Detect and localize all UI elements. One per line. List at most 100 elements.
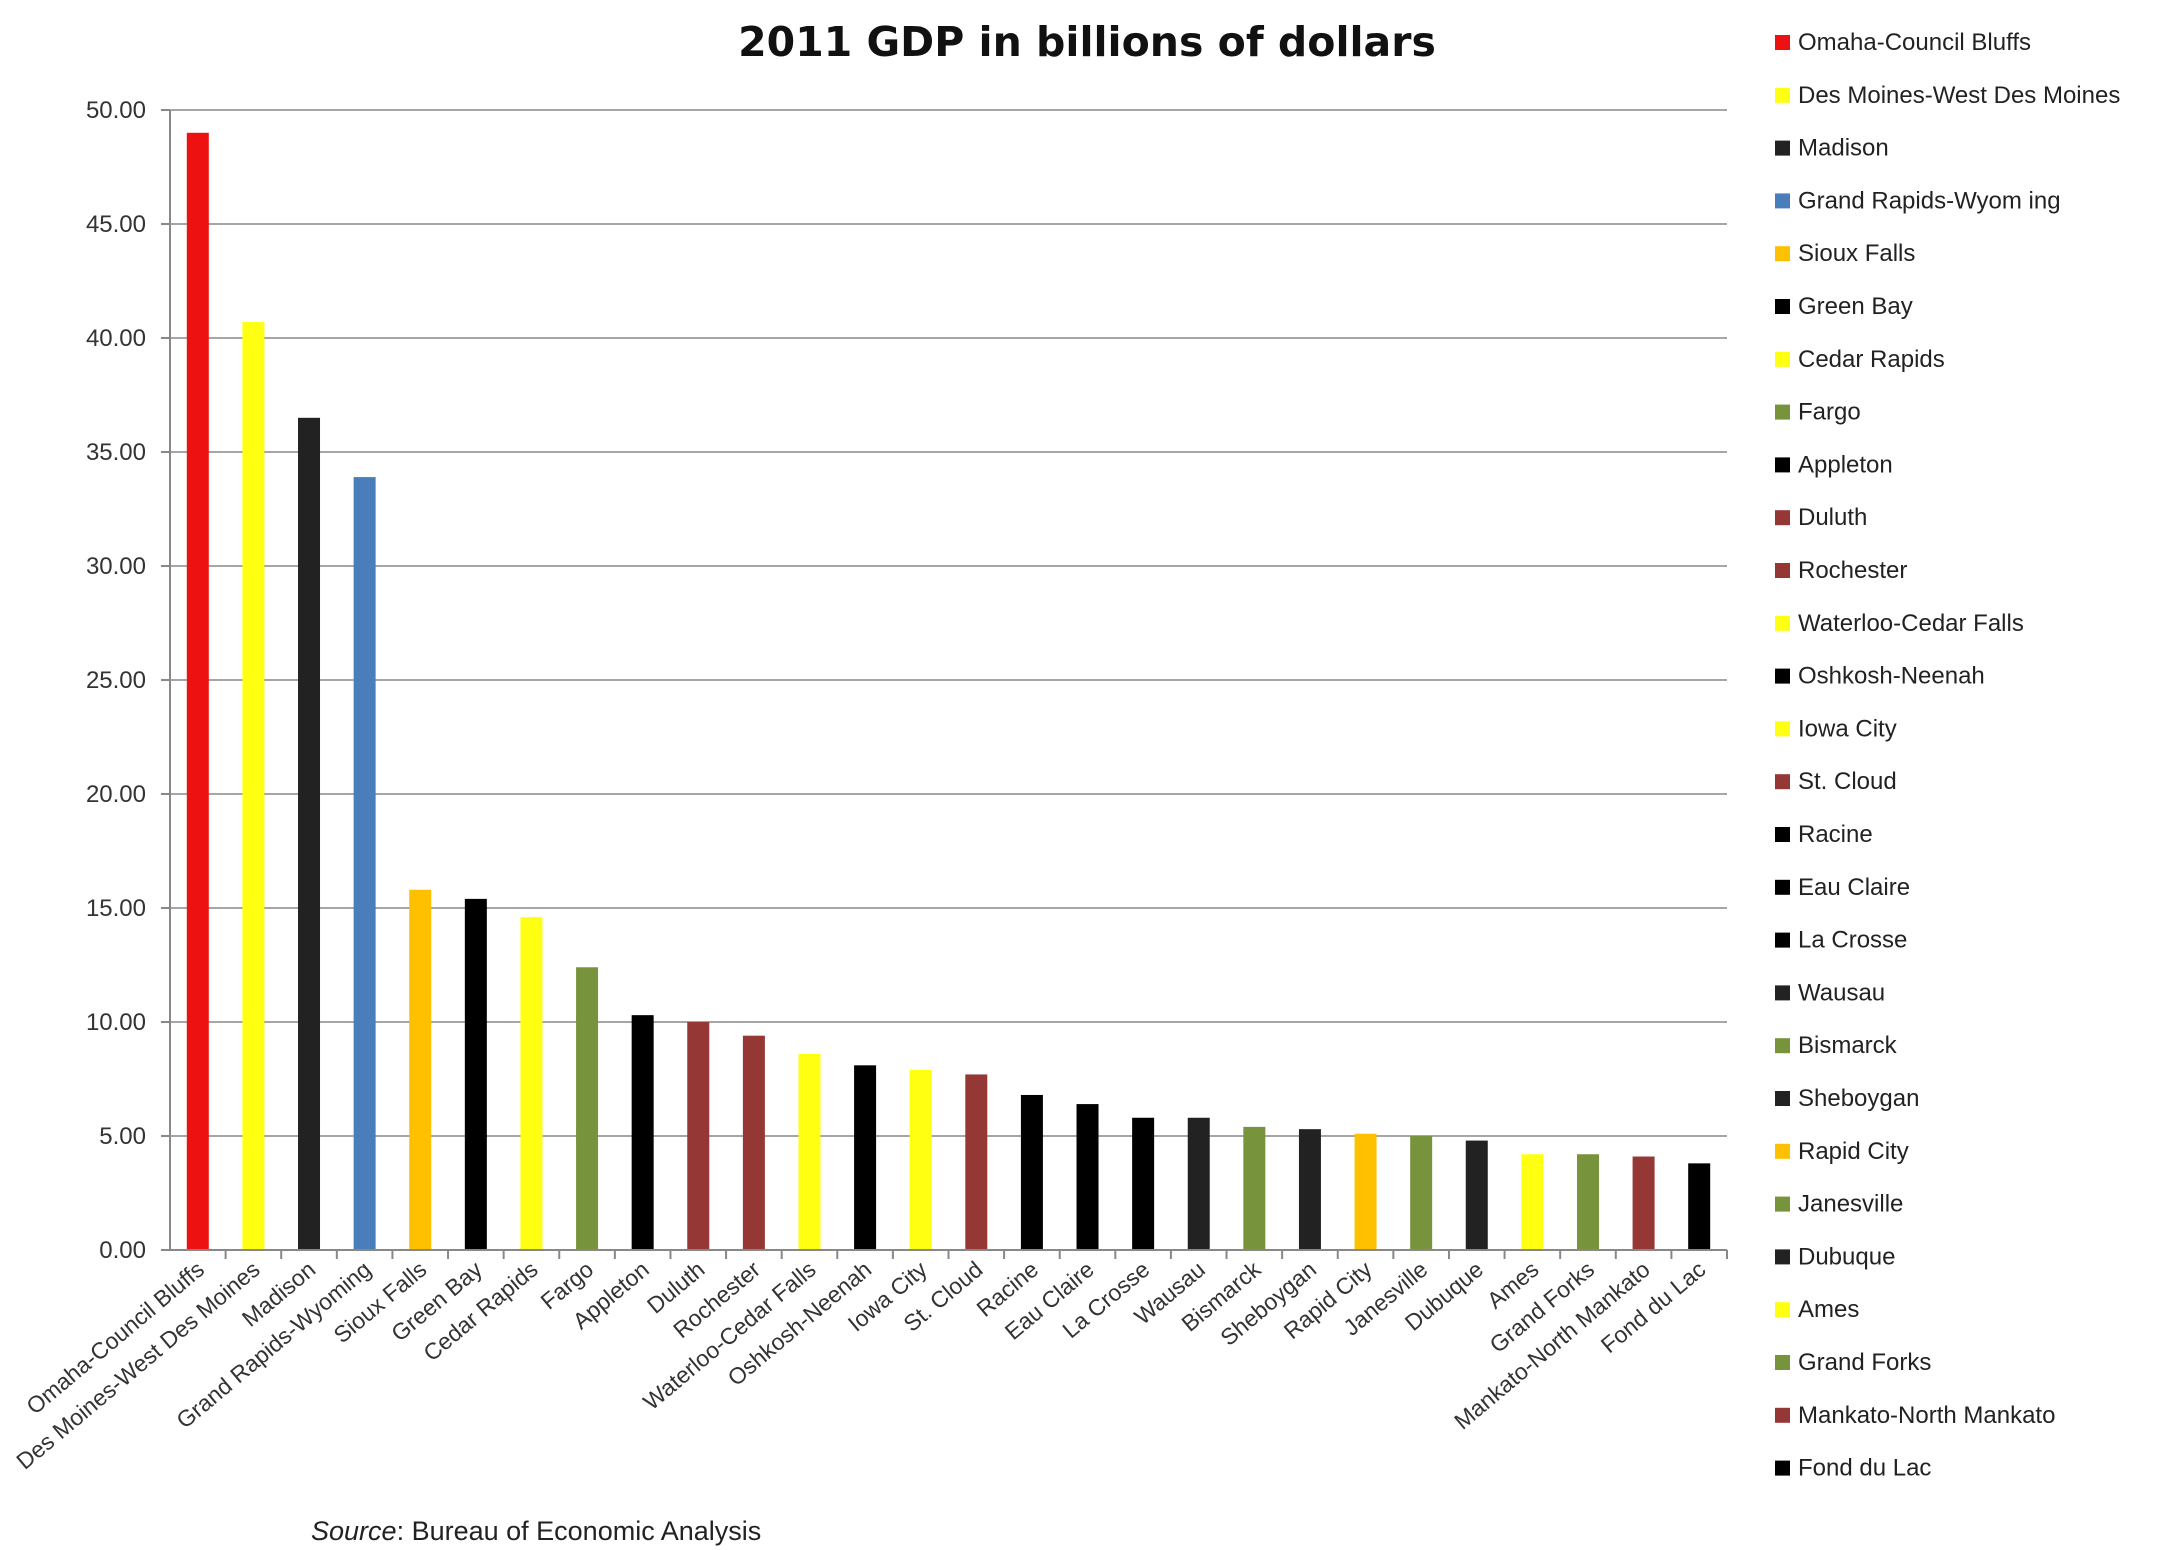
bar [464,898,487,1250]
chart-title: 2011 GDP in billions of dollars [738,18,1436,66]
legend: Omaha-Council Bluffs Des Moines-West Des … [1775,29,2120,1482]
legend-label: Janesville [1798,1191,1903,1218]
legend-swatch [1775,299,1790,314]
bar [1020,1094,1043,1250]
legend-label: St. Cloud [1798,768,1897,795]
legend-swatch [1775,1355,1790,1370]
bar [576,967,599,1250]
legend-label: Iowa City [1798,715,1897,742]
axes [169,110,1728,1259]
bar [687,1022,710,1250]
legend-swatch [1775,985,1790,1001]
legend-label: Madison [1798,135,1889,162]
y-tick-label: 15.00 [86,895,146,922]
legend-swatch [1775,615,1790,631]
bar [631,1015,654,1250]
bar [1688,1163,1711,1250]
y-tick-label: 20.00 [86,781,146,808]
x-tick-label: Des Moines-West Des Moines [11,1256,264,1474]
bar [1243,1126,1266,1250]
legend-label: Grand Rapids-Wyom ing [1798,187,2061,214]
legend-label: Rapid City [1798,1138,1909,1165]
legend-swatch [1775,721,1790,737]
legend-label: Grand Forks [1798,1349,1931,1376]
legend-label: Fond du Lac [1798,1455,1931,1482]
legend-label: Duluth [1798,504,1867,531]
legend-swatch [1775,351,1790,367]
legend-swatch [1775,1091,1790,1106]
bar [1521,1154,1544,1250]
legend-label: Oshkosh-Neenah [1798,663,1985,690]
source-prefix: Source [311,1516,397,1546]
bar [1632,1156,1655,1250]
bar [353,477,376,1251]
legend-label: Racine [1798,821,1873,848]
legend-swatch [1775,140,1790,156]
bar [854,1065,877,1250]
legend-label: Wausau [1798,979,1885,1006]
gridlines [170,109,1727,1137]
legend-swatch [1775,510,1790,526]
legend-label: Appleton [1798,451,1893,478]
source-note: Source: Bureau of Economic Analysis [311,1516,761,1547]
legend-label: Ames [1798,1296,1859,1323]
bar [1298,1129,1321,1250]
legend-swatch [1775,1302,1790,1318]
legend-swatch [1775,35,1790,50]
bar [1465,1140,1488,1250]
bar [1132,1117,1155,1250]
legend-label: Sheboygan [1798,1085,1919,1112]
legend-swatch [1775,246,1790,262]
legend-swatch [1775,1460,1790,1476]
legend-label: La Crosse [1798,927,1907,954]
bar [186,132,209,1250]
legend-label: Cedar Rapids [1798,346,1945,373]
bar [909,1069,932,1250]
legend-label: Des Moines-West Des Moines [1798,82,2120,109]
y-tick-label: 0.00 [99,1237,146,1264]
y-tick-label: 10.00 [86,1009,146,1036]
legend-label: Rochester [1798,557,1907,584]
bar [520,917,543,1250]
y-tick-label: 50.00 [86,97,146,124]
bar [798,1053,821,1250]
legend-swatch [1775,87,1790,103]
bar [742,1035,765,1250]
y-tick-label: 40.00 [86,325,146,352]
legend-label: Mankato-North Mankato [1798,1402,2055,1429]
legend-label: Fargo [1798,399,1861,426]
legend-label: Dubuque [1798,1243,1895,1270]
legend-swatch [1775,879,1790,895]
bar [298,417,321,1250]
legend-label: Eau Claire [1798,874,1910,901]
legend-swatch [1775,404,1790,420]
y-tick-label: 5.00 [99,1123,146,1150]
bar [1410,1136,1433,1250]
bar [242,322,265,1250]
bar [965,1074,988,1250]
y-tick-label: 30.00 [86,553,146,580]
y-tick-label: 35.00 [86,439,146,466]
legend-label: Waterloo-Cedar Falls [1798,610,2024,637]
bars [186,132,1711,1251]
legend-swatch [1775,1249,1790,1265]
legend-label: Green Bay [1798,293,1913,320]
legend-swatch [1775,668,1790,684]
legend-swatch [1775,1038,1790,1054]
y-tick-label: 25.00 [86,667,146,694]
legend-swatch [1775,827,1790,842]
bar [1187,1117,1210,1250]
bar [1354,1133,1377,1250]
bar [1076,1104,1099,1250]
bar [409,889,432,1250]
bar [1576,1154,1599,1250]
legend-swatch [1775,563,1790,578]
legend-label: Omaha-Council Bluffs [1798,29,2031,56]
legend-swatch [1775,1143,1790,1159]
legend-swatch [1775,457,1790,473]
source-text: : Bureau of Economic Analysis [396,1516,762,1546]
legend-swatch [1775,1196,1790,1212]
